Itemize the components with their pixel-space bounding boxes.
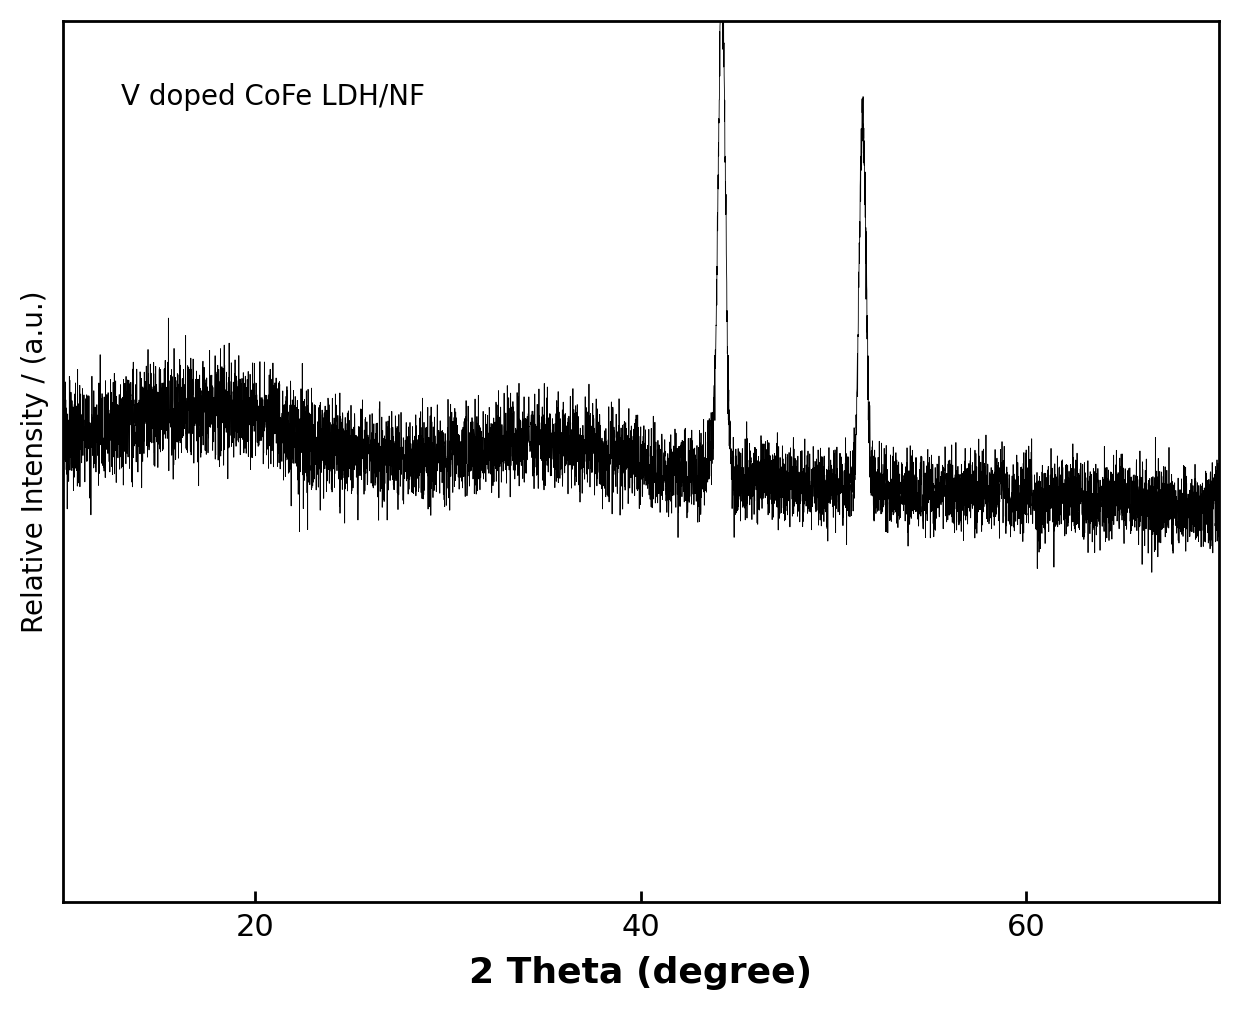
Text: V doped CoFe LDH/NF: V doped CoFe LDH/NF [120, 83, 424, 110]
Y-axis label: Relative Intensity / (a.u.): Relative Intensity / (a.u.) [21, 290, 48, 633]
X-axis label: 2 Theta (degree): 2 Theta (degree) [470, 956, 812, 990]
